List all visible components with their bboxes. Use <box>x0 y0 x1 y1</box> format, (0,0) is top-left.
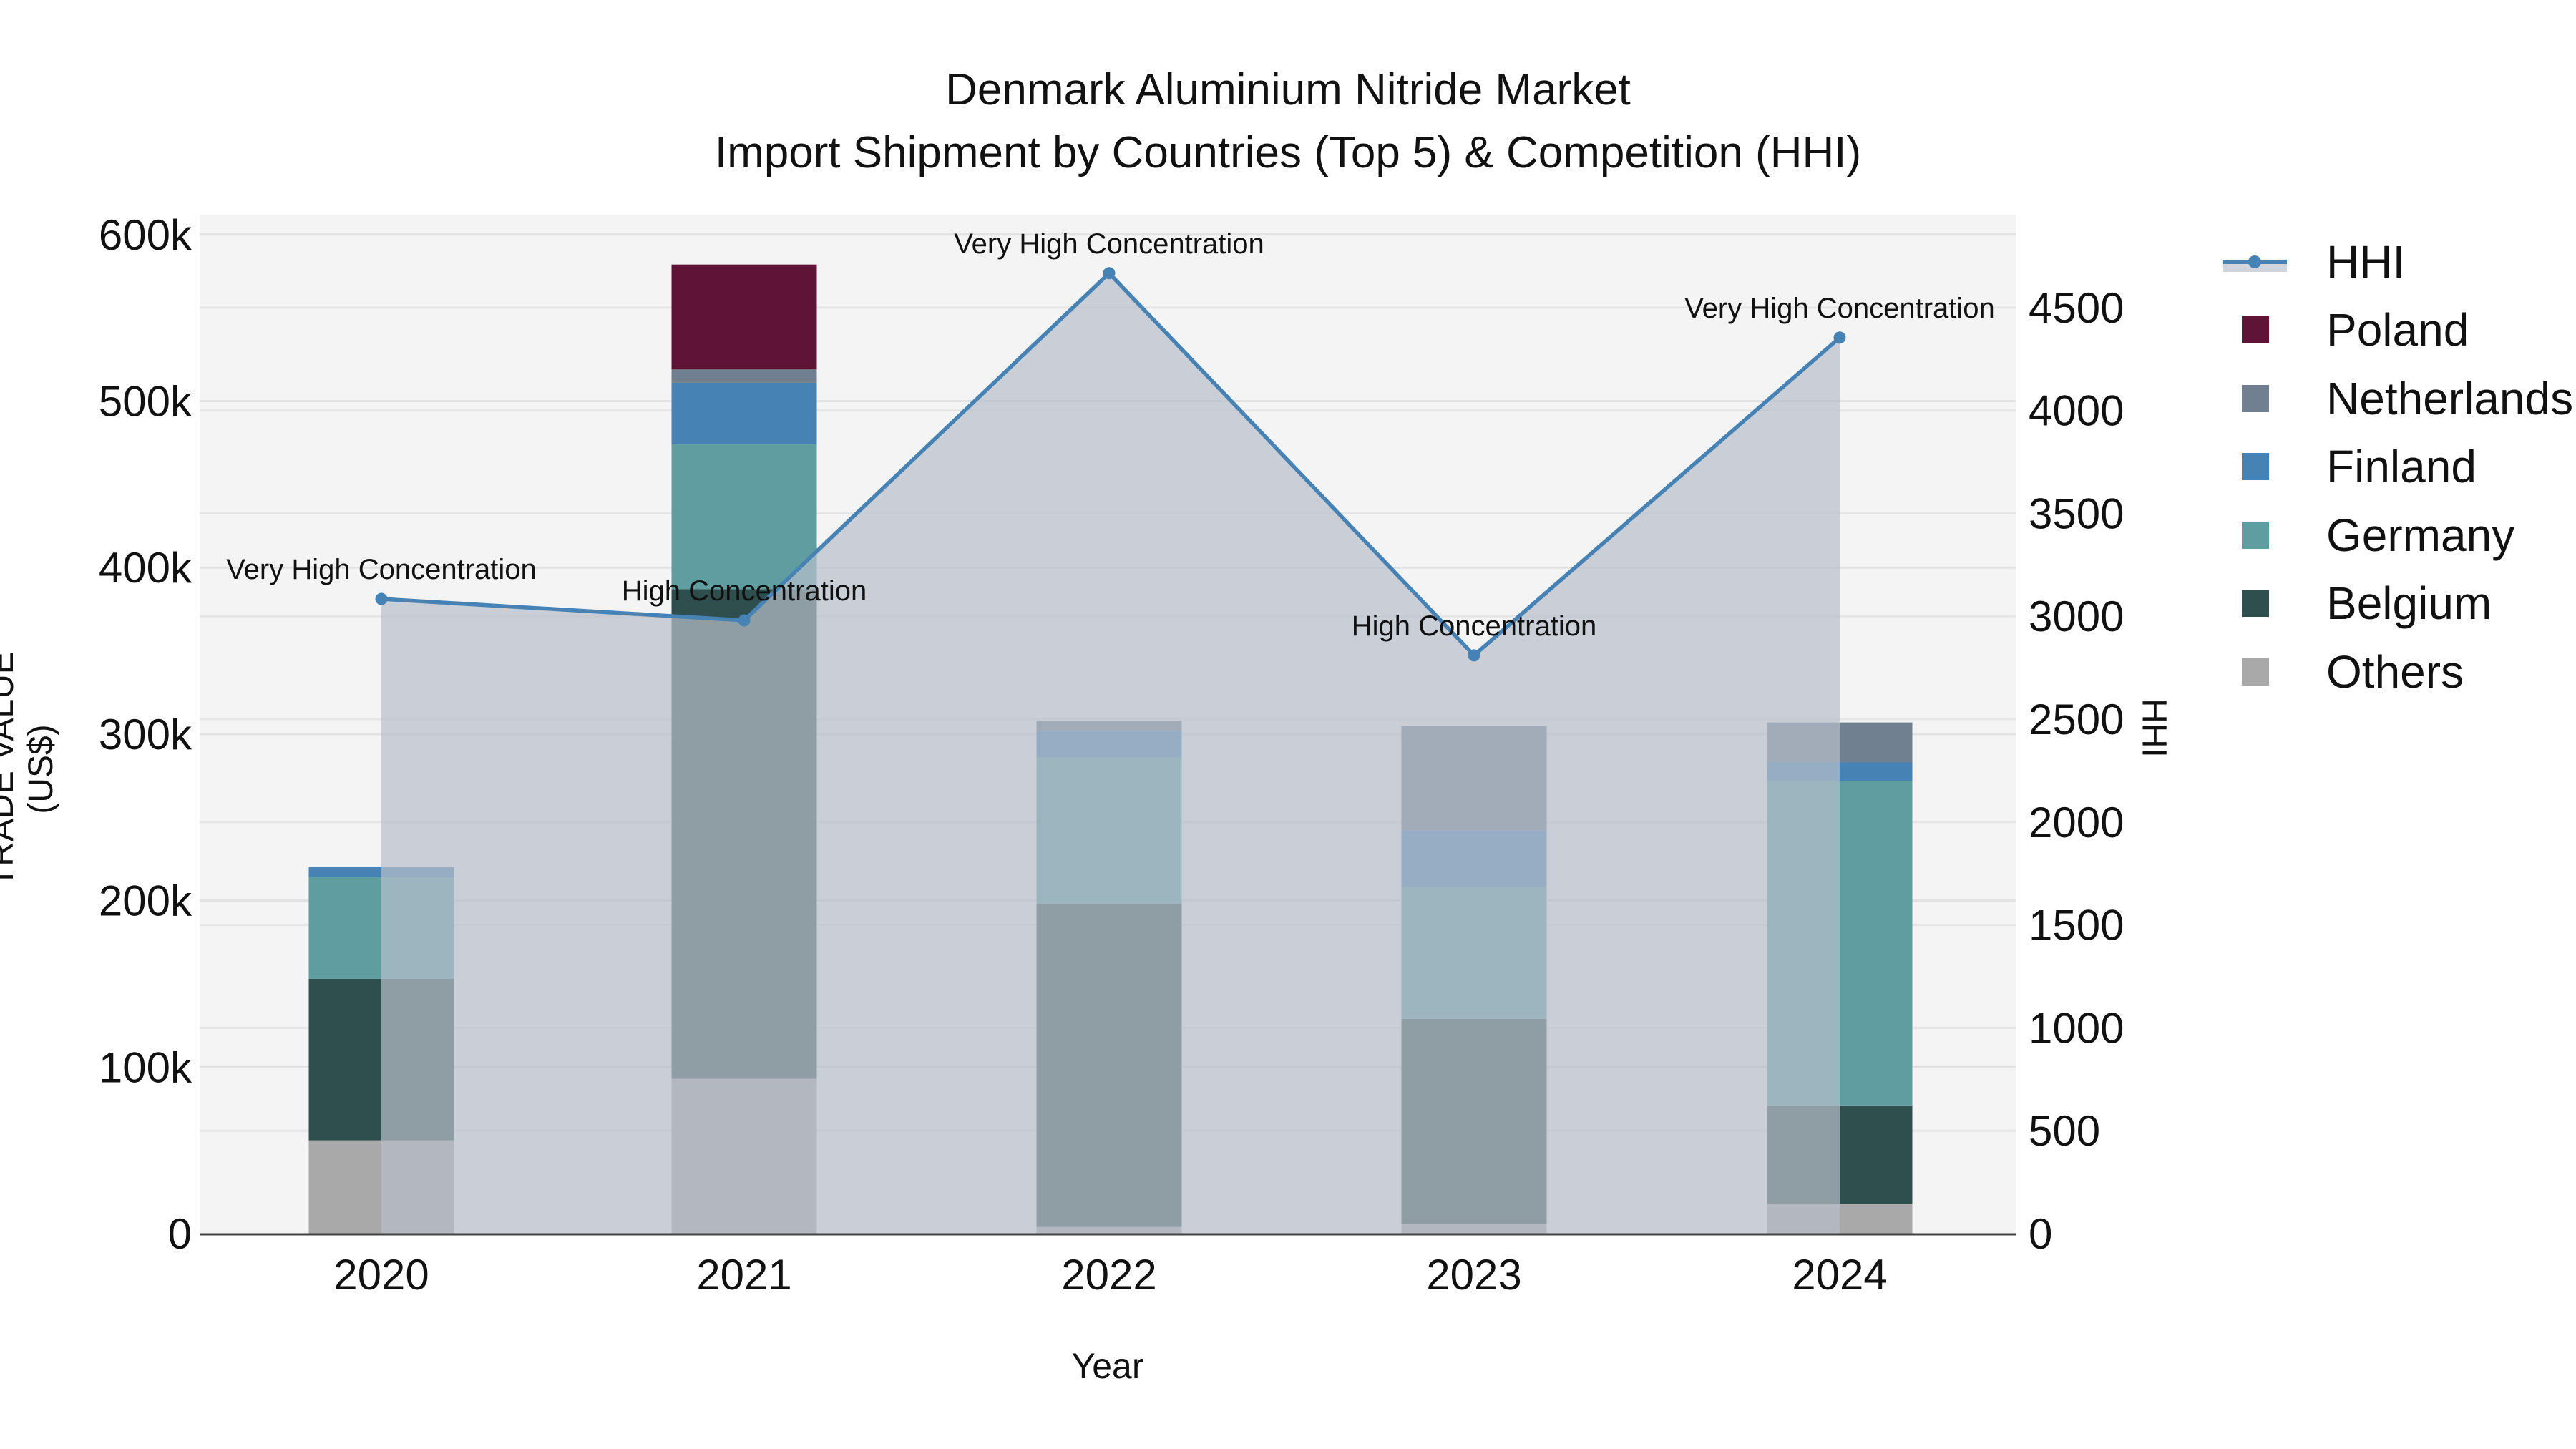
chart-title-line1: Denmark Aluminium Nitride Market <box>945 65 1631 114</box>
y-right-tick-label: 3000 <box>2029 592 2124 640</box>
y-left-axis-title: TRADE VALUE (US$) <box>0 651 60 887</box>
x-tick-label: 2021 <box>696 1251 791 1299</box>
x-tick-label: 2020 <box>333 1251 429 1299</box>
y-right-tick-label: 2500 <box>2029 696 2124 743</box>
legend-label: Poland <box>2326 304 2469 356</box>
legend: HHI Poland Netherlands Finland Germany B… <box>2218 228 2573 706</box>
y-right-tick-label: 1000 <box>2029 1004 2124 1052</box>
chart-title-line2: Import Shipment by Countries (Top 5) & C… <box>714 128 1862 177</box>
y-left-tick-label: 200k <box>99 877 192 925</box>
y-right-tick-label: 4000 <box>2029 387 2124 435</box>
x-ticks: 2020 2021 2022 2023 2024 <box>333 1251 1887 1299</box>
y-right-axis-title: HHI <box>2135 698 2173 758</box>
y-left-ticks: 0 100k 200k 300k 400k 500k 600k <box>99 211 192 1258</box>
y-right-tick-label: 1500 <box>2029 902 2124 950</box>
x-tick-label: 2023 <box>1426 1251 1521 1299</box>
hhi-fill <box>381 273 1840 1234</box>
hhi-point-marker[interactable] <box>1103 267 1116 280</box>
y-right-tick-label: 3500 <box>2029 489 2124 537</box>
swatch-square-icon <box>2242 658 2269 686</box>
bar-segment-germany[interactable] <box>671 444 817 590</box>
swatch-square-icon <box>2242 384 2269 412</box>
bar-segment-netherlands[interactable] <box>671 369 817 383</box>
legend-label: Finland <box>2326 441 2477 493</box>
swatch-square-icon <box>2242 590 2269 618</box>
x-axis-title: Year <box>1071 1346 1144 1386</box>
y-left-tick-label: 300k <box>99 711 192 758</box>
y-right-tick-label: 4500 <box>2029 284 2124 332</box>
hhi-point-marker[interactable] <box>1468 649 1480 662</box>
y-left-tick-label: 0 <box>168 1210 192 1258</box>
legend-label: Belgium <box>2326 577 2492 630</box>
hhi-line <box>375 267 1846 662</box>
legend-label: Netherlands <box>2326 372 2574 424</box>
legend-label: Others <box>2326 645 2464 698</box>
bar-segment-poland[interactable] <box>671 264 817 370</box>
hhi-point-marker[interactable] <box>738 614 751 627</box>
y-left-tick-label: 600k <box>99 211 192 259</box>
bar-segment-finland[interactable] <box>671 382 817 445</box>
legend-item-finland[interactable]: Finland <box>2218 433 2573 502</box>
legend-item-hhi[interactable]: HHI <box>2218 228 2573 296</box>
hhi-line-swatch-icon <box>2223 253 2287 272</box>
x-tick-label: 2022 <box>1061 1251 1156 1299</box>
y-left-tick-label: 500k <box>99 378 192 426</box>
legend-item-germany[interactable]: Germany <box>2218 501 2573 570</box>
hhi-annotation-label: High Concentration <box>1352 610 1596 642</box>
hhi-annotations: Very High Concentration High Concentratio… <box>226 228 1995 642</box>
y-left-tick-label: 400k <box>99 544 192 592</box>
hhi-area <box>381 273 1840 1234</box>
swatch-square-icon <box>2242 316 2269 344</box>
hhi-annotation-label: Very High Concentration <box>954 228 1264 260</box>
x-tick-label: 2024 <box>1792 1251 1887 1299</box>
y-right-tick-label: 0 <box>2029 1210 2052 1258</box>
swatch-square-icon <box>2242 453 2269 481</box>
legend-item-others[interactable]: Others <box>2218 638 2573 706</box>
hhi-annotation-label: Very High Concentration <box>1684 293 1995 324</box>
y-right-ticks: 0 500 1000 1500 2000 2500 3000 3500 4000 4500 <box>2029 284 2124 1258</box>
legend-label: Germany <box>2326 509 2515 561</box>
y-right-tick-label: 2000 <box>2029 799 2124 847</box>
hhi-annotation-label: High Concentration <box>622 575 867 607</box>
y-left-tick-label: 100k <box>99 1043 192 1091</box>
legend-item-belgium[interactable]: Belgium <box>2218 570 2573 638</box>
hhi-point-marker[interactable] <box>1833 331 1846 344</box>
y-right-tick-label: 500 <box>2029 1107 2100 1155</box>
legend-label: HHI <box>2326 235 2406 288</box>
swatch-square-icon <box>2242 521 2269 549</box>
hhi-point-marker[interactable] <box>375 592 388 605</box>
legend-item-netherlands[interactable]: Netherlands <box>2218 364 2573 433</box>
hhi-annotation-label: Very High Concentration <box>226 554 537 585</box>
legend-item-poland[interactable]: Poland <box>2218 296 2573 365</box>
